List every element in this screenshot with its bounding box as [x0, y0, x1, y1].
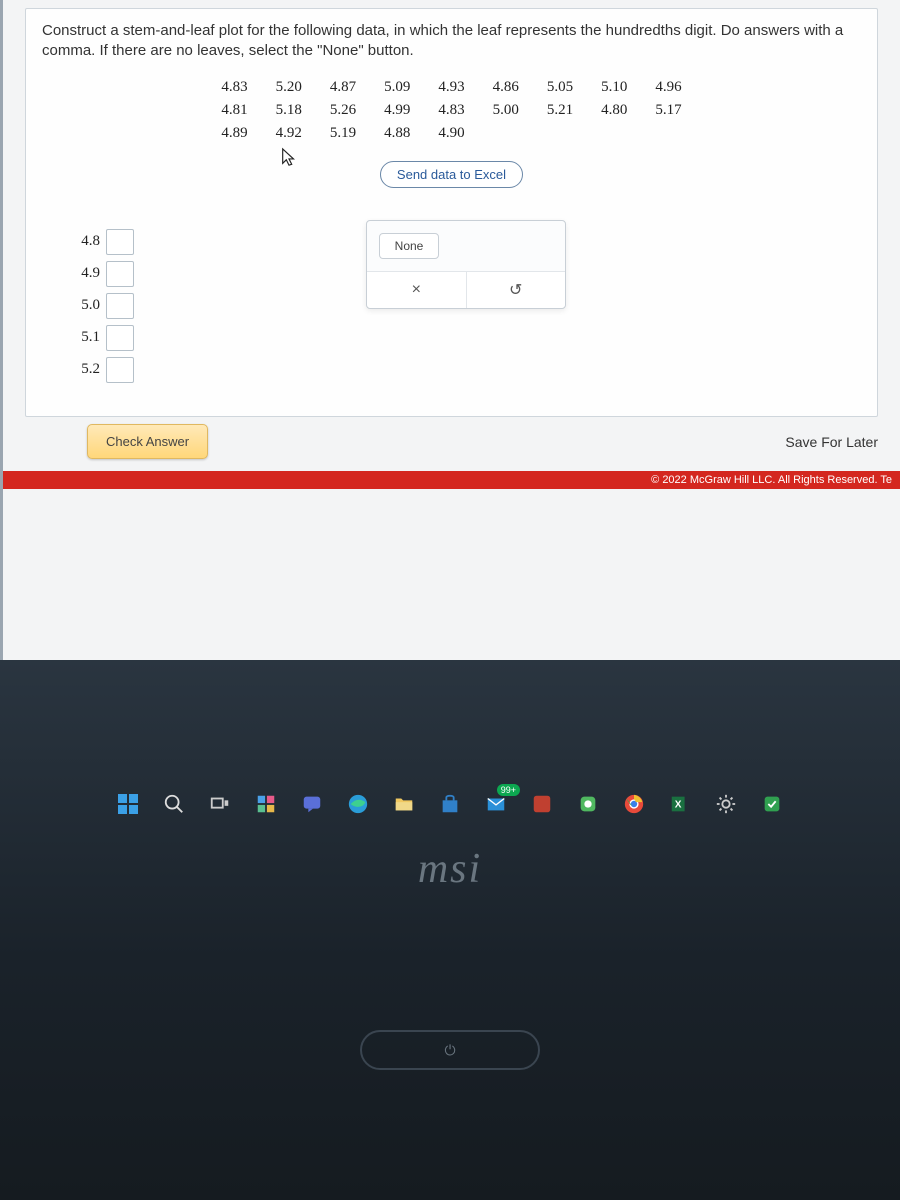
start-icon[interactable]: [114, 790, 142, 818]
data-cell: 4.99: [370, 99, 424, 122]
data-cell: 4.96: [641, 76, 695, 99]
search-icon[interactable]: [160, 790, 188, 818]
data-cell: 4.90: [424, 122, 478, 145]
data-cell: [587, 122, 641, 145]
data-cell: 5.20: [262, 76, 316, 99]
data-table-wrap: 4.835.204.875.094.934.865.055.104.964.81…: [26, 72, 877, 153]
mail-icon[interactable]: 99+: [482, 790, 510, 818]
data-cell: 4.83: [424, 99, 478, 122]
leaf-input[interactable]: [106, 325, 134, 351]
tool-popup: None × ↺: [366, 220, 566, 309]
mail-badge: 99+: [497, 784, 520, 796]
cursor-icon: [280, 147, 298, 169]
edge-icon[interactable]: [344, 790, 372, 818]
stem-label: 4.9: [66, 265, 106, 282]
data-cell: 4.89: [207, 122, 261, 145]
svg-text:X: X: [675, 800, 682, 811]
send-to-excel-button[interactable]: Send data to Excel: [380, 161, 523, 188]
data-cell: 4.88: [370, 122, 424, 145]
leaf-input[interactable]: [106, 357, 134, 383]
data-cell: 5.18: [262, 99, 316, 122]
store-icon[interactable]: [436, 790, 464, 818]
leaf-input[interactable]: [106, 229, 134, 255]
red-bar: © 2022 McGraw Hill LLC. All Rights Reser…: [3, 471, 900, 489]
data-cell: 5.17: [641, 99, 695, 122]
data-cell: [479, 122, 533, 145]
stem-label: 5.2: [66, 361, 106, 378]
settings-icon[interactable]: [712, 790, 740, 818]
data-cell: 5.21: [533, 99, 587, 122]
excel-icon[interactable]: X: [666, 790, 694, 818]
copyright-text: © 2022 McGraw Hill LLC. All Rights Reser…: [651, 474, 892, 486]
data-cell: 4.92: [262, 122, 316, 145]
question-box: Construct a stem-and-leaf plot for the f…: [25, 8, 878, 417]
laptop-brand-logo: msi: [0, 845, 900, 893]
app-icon-2[interactable]: [574, 790, 602, 818]
data-cell: 5.10: [587, 76, 641, 99]
data-cell: 5.09: [370, 76, 424, 99]
stem-label: 4.8: [66, 233, 106, 250]
question-text: Construct a stem-and-leaf plot for the f…: [26, 9, 877, 72]
answer-area: 4.8 4.9 5.0 5.1 5.2 None × ↺: [26, 206, 877, 416]
data-cell: 4.86: [479, 76, 533, 99]
task-view-icon[interactable]: [206, 790, 234, 818]
data-cell: 4.93: [424, 76, 478, 99]
footer-row: Check Answer Save For Later: [25, 417, 878, 467]
none-button[interactable]: None: [379, 233, 439, 259]
app-icon-1[interactable]: [528, 790, 556, 818]
laptop-trackpad-button: ⏻: [360, 1030, 540, 1070]
data-cell: 4.83: [207, 76, 261, 99]
explorer-icon[interactable]: [390, 790, 418, 818]
stem-label: 5.0: [66, 297, 106, 314]
page-area: Construct a stem-and-leaf plot for the f…: [0, 0, 900, 660]
data-table: 4.835.204.875.094.934.865.055.104.964.81…: [207, 76, 695, 145]
leaf-input[interactable]: [106, 293, 134, 319]
chat-icon[interactable]: [298, 790, 326, 818]
save-for-later-link[interactable]: Save For Later: [785, 434, 878, 450]
data-cell: 5.00: [479, 99, 533, 122]
leaf-input[interactable]: [106, 261, 134, 287]
data-cell: 5.19: [316, 122, 370, 145]
clear-button[interactable]: ×: [367, 272, 467, 308]
send-row: Send data to Excel: [26, 153, 877, 206]
check-answer-button[interactable]: Check Answer: [87, 424, 208, 459]
data-cell: 5.05: [533, 76, 587, 99]
data-cell: 5.26: [316, 99, 370, 122]
widgets-icon[interactable]: [252, 790, 280, 818]
power-icon: ⏻: [444, 1042, 455, 1059]
data-cell: 4.81: [207, 99, 261, 122]
reset-button[interactable]: ↺: [467, 272, 566, 308]
data-cell: [533, 122, 587, 145]
data-cell: [641, 122, 695, 145]
stem-label: 5.1: [66, 329, 106, 346]
stem-leaf-inputs: 4.8 4.9 5.0 5.1 5.2: [66, 226, 134, 386]
data-cell: 4.87: [316, 76, 370, 99]
windows-taskbar: 99+ X: [0, 780, 900, 828]
app-icon-3[interactable]: [758, 790, 786, 818]
data-cell: 4.80: [587, 99, 641, 122]
chrome-icon[interactable]: [620, 790, 648, 818]
